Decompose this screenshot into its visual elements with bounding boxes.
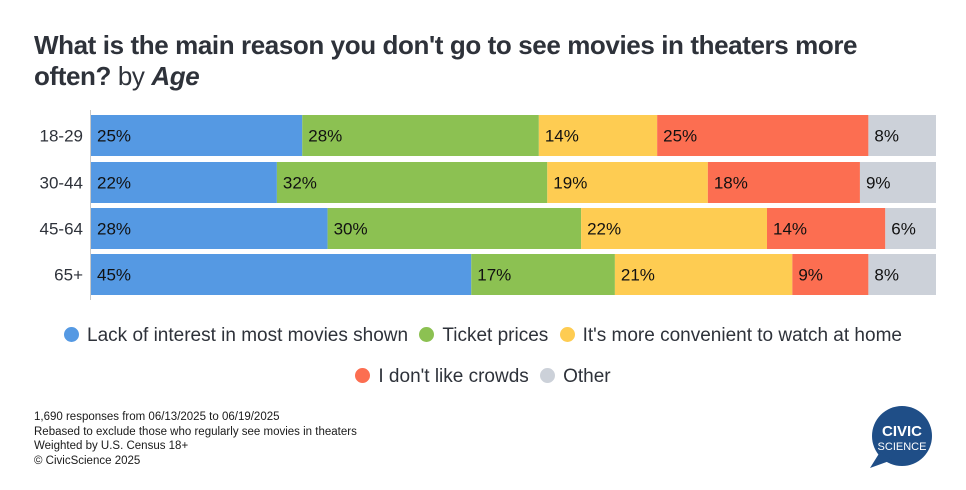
title-by: by [117,61,145,91]
data-label: 14% [773,220,807,239]
legend-dot-icon [355,368,371,383]
legend-item: Other [540,366,611,388]
data-label: 22% [587,220,621,239]
bar-segment [767,208,886,249]
chart-title: What is the main reason you don't go to … [34,30,934,92]
logo-text-science: SCIENCE [878,441,927,453]
bar-segment [547,162,708,203]
legend-item: It's more convenient to watch at home [559,325,902,347]
data-label: 17% [477,266,511,285]
data-label: 32% [283,174,317,193]
data-label: 8% [874,127,899,146]
bar-segment [581,208,767,249]
bar-segment [868,115,936,156]
legend-dot-icon [64,327,80,342]
stacked-bar-chart: 18-29 25% 28% 14% 25% 8% 30-44 22% 32% 19% 18% 9% 45… [40,110,936,300]
bar-segment [91,162,277,203]
title-dimension: Age [151,61,200,91]
category-label: 45-64 [40,220,83,239]
data-label: 28% [97,220,131,239]
legend-dot-icon [419,327,435,342]
data-label: 14% [545,127,579,146]
bar-segment [657,115,869,156]
legend-label: Ticket prices [442,325,549,346]
footer-notes: 1,690 responses from 06/13/2025 to 06/19… [34,410,357,468]
bar-segment [327,208,582,249]
data-label: 19% [553,174,587,193]
data-label: 6% [891,220,916,239]
data-label: 9% [866,174,891,193]
legend-label: Other [563,366,611,387]
legend-row-1: Lack of interest in most movies shown Ti… [0,325,966,347]
legend-dot-icon [559,327,575,342]
data-label: 18% [714,174,748,193]
bar-segment [538,115,658,156]
bar-segment [91,115,303,156]
bar-segment [885,208,936,249]
bar-segment [868,254,936,295]
footer-rebased: Rebased to exclude those who regularly s… [34,425,357,438]
bar-segment [276,162,548,203]
data-label: 25% [97,127,131,146]
bar-segment [792,254,869,295]
logo-bubble-icon [872,406,932,466]
bar-segment [859,162,936,203]
legend-label: Lack of interest in most movies shown [87,325,409,346]
data-label: 45% [97,266,131,285]
bar-segment [707,162,860,203]
footer-copyright: © CivicScience 2025 [34,454,141,467]
data-label: 25% [663,127,697,146]
legend-dot-icon [540,368,556,383]
data-label: 22% [97,174,131,193]
legend-label: It's more convenient to watch at home [582,325,902,346]
bar-segment [91,254,472,295]
logo-text-civic: CIVIC [882,423,922,440]
data-label: 9% [798,266,823,285]
legend-item: I don't like crowds [355,366,529,388]
legend-row-2: I don't like crowds Other [0,366,966,388]
legend-label: I don't like crowds [378,366,529,387]
legend-item: Lack of interest in most movies shown [64,325,408,347]
bar-segment [302,115,539,156]
footer-weighted: Weighted by U.S. Census 18+ [34,440,189,452]
category-label: 18-29 [40,127,83,146]
category-label: 30-44 [40,174,83,193]
category-label: 65+ [54,266,83,285]
data-label: 8% [874,266,899,285]
data-label: 21% [621,266,655,285]
data-label: 28% [308,127,342,146]
bar-segment [614,254,793,295]
data-label: 30% [334,220,368,239]
bar-segment [471,254,615,295]
civicscience-logo: CIVIC SCIENCE [870,406,932,468]
title-question: What is the main reason you don't go to … [34,30,858,91]
bar-segment [91,208,328,249]
footer-responses: 1,690 responses from 06/13/2025 to 06/19… [34,411,280,423]
legend-item: Ticket prices [419,325,548,347]
logo-tail-icon [870,452,892,468]
